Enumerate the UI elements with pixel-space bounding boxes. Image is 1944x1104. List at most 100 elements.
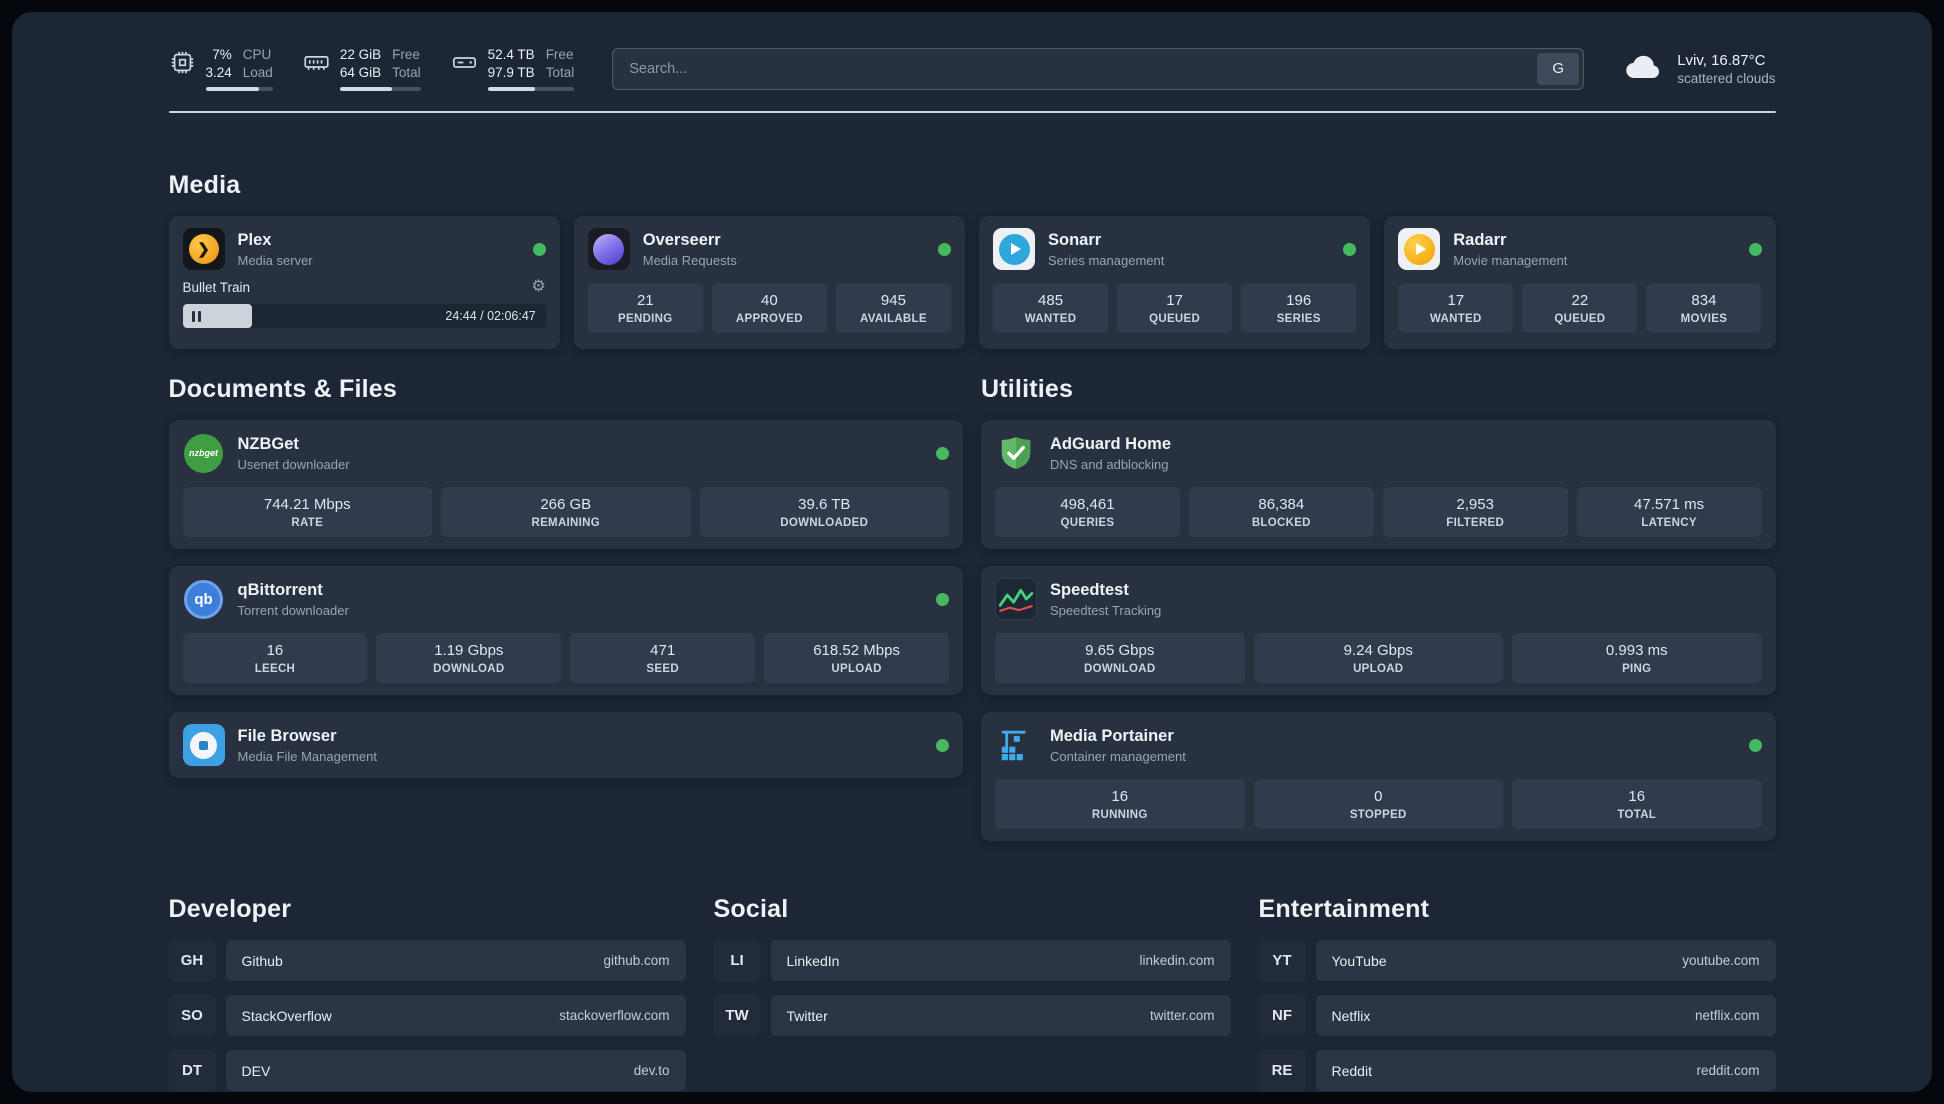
bookmark-netflix[interactable]: NF Netflix netflix.com <box>1258 995 1776 1037</box>
stat-value: 744.21 Mbps <box>263 496 351 514</box>
bookmark-abbr: SO <box>168 995 216 1037</box>
app-name: Sonarr <box>1048 230 1102 249</box>
documents-column: Documents & Files nzbget NZBGet Usenet d… <box>168 349 963 779</box>
stat-label: WANTED <box>1024 313 1077 326</box>
stat-tile: 485 WANTED <box>993 283 1109 334</box>
bookmark-abbr: TW <box>713 995 761 1037</box>
filebrowser-card[interactable]: File Browser Media File Management <box>168 712 963 779</box>
app-subtitle: Media server <box>237 252 313 268</box>
memory-free-label: Free <box>392 47 420 62</box>
status-dot <box>936 592 949 606</box>
app-name: Speedtest <box>1050 580 1129 599</box>
stat-label: QUEUED <box>1554 313 1606 326</box>
section-title-entertainment: Entertainment <box>1258 895 1430 924</box>
stat-tile: 744.21 Mbps RATE <box>182 487 432 538</box>
bookmark-github[interactable]: GH Github github.com <box>168 940 686 982</box>
qbittorrent-icon: qb <box>183 578 225 620</box>
topbar: 7% 3.24 CPU Load <box>169 46 1776 92</box>
status-dot <box>936 738 949 752</box>
status-dot <box>938 242 951 256</box>
disk-total-value: 97.9 TB <box>487 64 535 80</box>
stat-label: UPLOAD <box>1353 663 1404 676</box>
overseerr-card[interactable]: Overseerr Media Requests 21 PENDING 40 A… <box>573 216 965 350</box>
stat-value: 16 <box>1111 788 1129 806</box>
stat-value: 47.571 ms <box>1634 496 1705 514</box>
stat-label: APPROVED <box>735 313 803 326</box>
bookmark-abbr: YT <box>1258 940 1306 982</box>
stat-label: UPLOAD <box>831 663 882 676</box>
app-name: NZBGet <box>237 434 299 453</box>
bookmark-linkedin[interactable]: LI LinkedIn linkedin.com <box>713 940 1231 982</box>
disk-icon <box>451 49 478 76</box>
bookmark-abbr: GH <box>168 940 216 982</box>
app-name: Overseerr <box>642 230 721 249</box>
bookmark-reddit[interactable]: RE Reddit reddit.com <box>1258 1050 1776 1092</box>
adguard-card[interactable]: AdGuard Home DNS and adblocking 498,461 … <box>981 420 1776 550</box>
nzbget-card[interactable]: nzbget NZBGet Usenet downloader 744.21 M… <box>168 420 963 550</box>
overseerr-icon <box>587 228 630 271</box>
stat-label: BLOCKED <box>1251 517 1311 530</box>
stat-label: QUERIES <box>1060 517 1115 530</box>
memory-bar <box>339 87 421 92</box>
bookmark-name: Github <box>241 952 283 969</box>
stat-label: DOWNLOAD <box>433 663 505 676</box>
disk-widget: 52.4 TB 97.9 TB Free Total <box>451 46 575 92</box>
bookmark-twitter[interactable]: TW Twitter twitter.com <box>713 995 1231 1037</box>
bookmark-url: linkedin.com <box>1139 953 1215 969</box>
cpu-percent: 7% <box>212 47 232 62</box>
stat-label: FILTERED <box>1446 517 1505 530</box>
filebrowser-icon <box>182 724 225 767</box>
status-dot <box>1343 242 1357 256</box>
app-name: Radarr <box>1453 230 1507 249</box>
bookmark-dev[interactable]: DT DEV dev.to <box>168 1050 686 1092</box>
now-playing-title: Bullet Train <box>182 279 251 295</box>
stat-value: 266 GB <box>540 496 592 514</box>
cloud-icon <box>1624 51 1664 86</box>
disk-free-label: Free <box>545 47 574 62</box>
plex-card[interactable]: ❯ Plex Media server Bullet Train ⚙ 24:44… <box>168 216 560 350</box>
memory-icon <box>303 49 330 76</box>
search-engine-button[interactable]: G <box>1537 52 1580 85</box>
status-dot <box>936 446 949 460</box>
stat-tile: 471 SEED <box>570 633 756 684</box>
sonarr-card[interactable]: Sonarr Series management 485 WANTED 17 Q… <box>979 216 1371 350</box>
stat-value: 196 <box>1286 292 1312 310</box>
bookmark-name: DEV <box>241 1062 271 1079</box>
stat-label: QUEUED <box>1149 313 1201 326</box>
qbittorrent-card[interactable]: qb qBittorrent Torrent downloader 16 LEE… <box>168 566 963 696</box>
app-subtitle: Speedtest Tracking <box>1050 602 1162 618</box>
stat-value: 17 <box>1166 292 1183 310</box>
stat-label: LATENCY <box>1641 517 1697 530</box>
stat-tile: 16 RUNNING <box>995 779 1245 830</box>
stat-label: TOTAL <box>1617 809 1657 822</box>
stat-value: 498,461 <box>1060 496 1115 514</box>
app-subtitle: Usenet downloader <box>237 456 350 472</box>
stat-label: SERIES <box>1276 313 1321 326</box>
stat-value: 16 <box>266 642 284 660</box>
stat-label: SEED <box>646 663 679 676</box>
bookmark-stackoverflow[interactable]: SO StackOverflow stackoverflow.com <box>168 995 686 1037</box>
stat-value: 1.19 Gbps <box>434 642 504 660</box>
playback-progress-bar[interactable]: 24:44 / 02:06:47 <box>182 304 546 329</box>
sonarr-icon <box>993 228 1035 271</box>
portainer-card[interactable]: Media Portainer Container management 16 … <box>981 712 1776 842</box>
stat-label: RATE <box>291 517 324 530</box>
memory-total-label: Total <box>392 64 421 80</box>
speedtest-card[interactable]: Speedtest Speedtest Tracking 9.65 Gbps D… <box>981 566 1776 696</box>
app-subtitle: Torrent downloader <box>237 602 349 618</box>
bookmark-abbr: LI <box>713 940 761 982</box>
bookmark-name: YouTube <box>1331 952 1387 969</box>
stat-value: 0.993 ms <box>1605 642 1668 660</box>
radarr-card[interactable]: Radarr Movie management 17 WANTED 22 QUE… <box>1384 216 1776 350</box>
bookmark-youtube[interactable]: YT YouTube youtube.com <box>1258 940 1776 982</box>
cpu-label: CPU <box>242 47 272 62</box>
search-input[interactable] <box>612 47 1585 90</box>
bookmark-abbr: RE <box>1258 1050 1306 1092</box>
bookmark-url: reddit.com <box>1696 1063 1760 1079</box>
playback-time: 24:44 / 02:06:47 <box>445 309 536 324</box>
stat-label: LEECH <box>254 663 296 676</box>
gear-icon[interactable]: ⚙ <box>531 278 546 296</box>
stat-tile: 40 APPROVED <box>711 283 827 334</box>
developer-bookmarks: Developer GH Github github.com SO StackO… <box>168 841 686 1092</box>
bookmark-url: github.com <box>603 953 670 969</box>
